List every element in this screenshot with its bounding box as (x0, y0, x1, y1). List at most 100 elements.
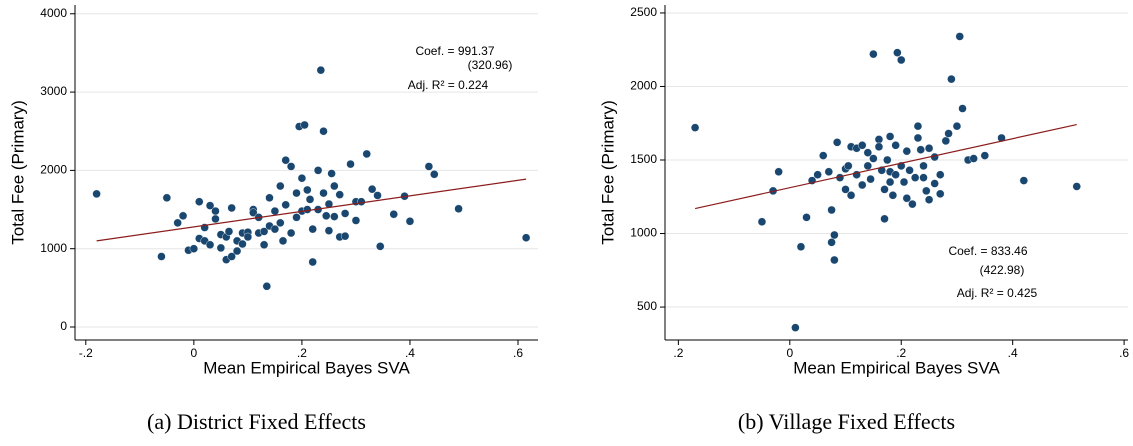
point (227, 203, 236, 213)
point (362, 149, 371, 159)
point (278, 236, 288, 246)
point (832, 138, 842, 147)
point (324, 226, 334, 235)
annotation: (422.98) (980, 263, 1025, 277)
point (376, 242, 385, 251)
point (830, 230, 839, 240)
point (300, 120, 309, 130)
point (389, 210, 398, 219)
point (791, 323, 800, 332)
point (930, 179, 939, 188)
point (958, 104, 967, 113)
point (846, 191, 856, 200)
point (281, 156, 290, 165)
point (286, 228, 296, 238)
point (286, 162, 296, 171)
point (980, 151, 990, 160)
point (899, 177, 909, 187)
point (891, 170, 900, 179)
caption: (a) District Fixed Effects (147, 409, 366, 434)
point (858, 180, 867, 190)
point (922, 186, 931, 196)
point (216, 243, 226, 253)
point (276, 218, 285, 228)
x-tick-label: .6 (513, 346, 523, 360)
x-tick-label: .2 (896, 346, 906, 360)
point (952, 121, 962, 131)
point (319, 188, 328, 198)
point (774, 167, 783, 176)
point (891, 141, 900, 150)
point (357, 197, 366, 206)
point (819, 151, 828, 160)
point (902, 146, 912, 156)
point (802, 213, 811, 222)
point (249, 208, 258, 217)
point (690, 123, 700, 132)
point (936, 189, 945, 199)
point (351, 216, 361, 225)
point (327, 169, 336, 178)
point (316, 65, 326, 75)
point (292, 188, 301, 198)
point (292, 213, 301, 222)
point (340, 209, 350, 218)
point (944, 129, 953, 138)
point (313, 166, 323, 175)
point (863, 148, 873, 157)
point (888, 191, 898, 200)
point (885, 132, 895, 141)
point (276, 181, 285, 191)
point (869, 154, 878, 163)
point (178, 211, 188, 221)
y-tick-label: 2500 (630, 5, 657, 19)
point (969, 154, 978, 163)
y-tick-label: 1000 (630, 226, 657, 240)
point (303, 185, 312, 195)
point (924, 195, 934, 204)
point (955, 32, 964, 41)
point (858, 141, 867, 150)
x-tick-label: -.2 (79, 346, 93, 360)
x-axis-title: Mean Empirical Bayes SVA (793, 358, 1000, 377)
point (796, 242, 806, 251)
point (265, 193, 274, 202)
point (827, 205, 836, 215)
point (924, 144, 934, 153)
point (211, 214, 220, 224)
point (367, 184, 377, 194)
x-axis-title: Mean Empirical Bayes SVA (203, 358, 410, 377)
point (866, 174, 875, 184)
point (454, 204, 463, 213)
point (346, 159, 355, 169)
point (757, 217, 767, 226)
point (863, 161, 873, 171)
point (205, 201, 215, 210)
point (910, 173, 920, 182)
point (238, 239, 247, 249)
point (1019, 176, 1029, 185)
point (824, 167, 834, 176)
fit-line (96, 178, 527, 242)
point (997, 133, 1006, 143)
point (308, 224, 317, 234)
point (270, 224, 280, 234)
point (913, 121, 923, 131)
x-tick-label: .2 (297, 346, 307, 360)
point (322, 211, 331, 221)
point (303, 205, 312, 214)
point (521, 233, 531, 242)
point (941, 136, 951, 146)
point (319, 127, 328, 136)
annotation: Coef. = 991.37 (415, 44, 494, 58)
annotation: Coef. = 833.46 (948, 244, 1027, 258)
y-axis-title: Total Fee (Primary) (8, 100, 27, 245)
point (905, 166, 914, 175)
x-tick-label: 0 (191, 346, 198, 360)
y-tick-label: 500 (637, 299, 657, 313)
y-tick-label: 2000 (630, 79, 657, 93)
x-tick-label: .2 (673, 346, 683, 360)
point (424, 162, 434, 171)
point (883, 155, 892, 165)
